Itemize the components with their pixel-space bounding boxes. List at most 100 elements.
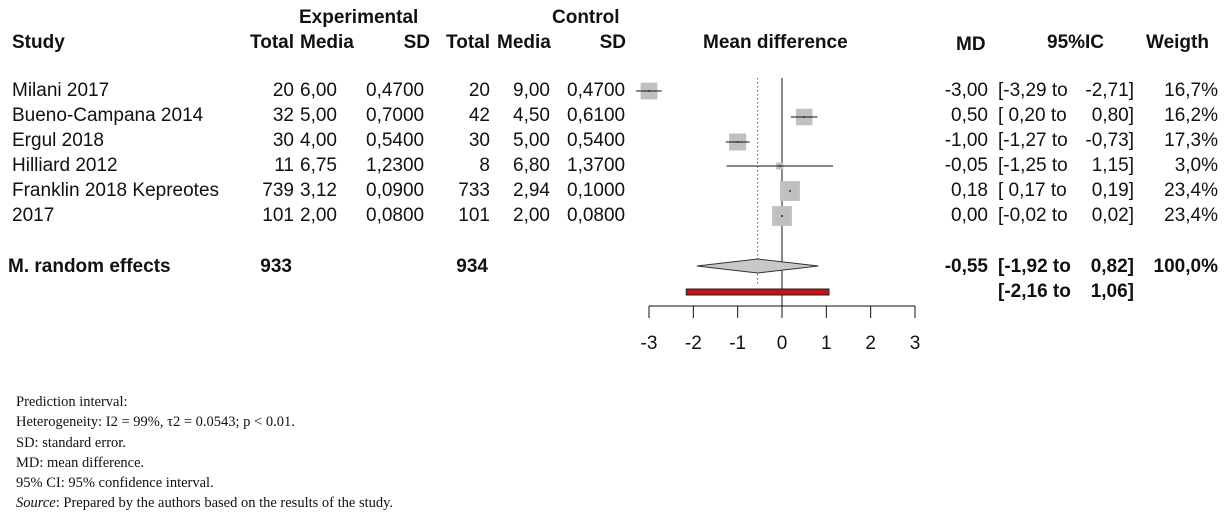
total-control-header: Total xyxy=(446,32,490,53)
x-axis-tick-label: -3 xyxy=(641,333,658,354)
media-control: 2,94 xyxy=(513,180,550,201)
ci-close: 0,02] xyxy=(1091,205,1134,226)
note-prediction-interval: Prediction interval: xyxy=(16,394,128,410)
sd-experimental: 0,0800 xyxy=(366,205,425,226)
x-axis-tick-label: 1 xyxy=(821,333,832,354)
media-experimental: 6,00 xyxy=(300,80,337,101)
source-text: : Prepared by the authors based on the r… xyxy=(55,495,394,512)
media-control: 2,00 xyxy=(513,205,550,226)
note-source: Source: Prepared by the authors based on… xyxy=(16,493,393,513)
study-name: Milani 2017 xyxy=(12,80,110,101)
weight-value: 17,3% xyxy=(1164,130,1218,151)
source-label: Source xyxy=(16,495,56,512)
sd-experimental: 0,4700 xyxy=(366,80,425,101)
total-control: 30 xyxy=(468,130,490,151)
sd-control: 0,5400 xyxy=(567,130,626,151)
weight-value: 16,7% xyxy=(1164,80,1218,101)
summary-label: M. random effects xyxy=(8,256,171,277)
media-experimental-header: Media xyxy=(300,32,354,53)
study-name: 2017 xyxy=(12,205,55,226)
ci-open: [ 0,17 to xyxy=(998,180,1067,201)
md-value: -0,05 xyxy=(944,155,988,176)
media-experimental: 3,12 xyxy=(300,180,337,201)
summary-total-experimental: 933 xyxy=(260,256,292,277)
prediction-interval-close: 1,06] xyxy=(1090,281,1134,302)
ci-close: 0,19] xyxy=(1091,180,1134,201)
sd-control: 1,3700 xyxy=(567,155,626,176)
media-control-header: Media xyxy=(497,32,551,53)
sd-experimental: 0,0900 xyxy=(366,180,425,201)
ci-close: -2,71] xyxy=(1085,80,1134,101)
prediction-interval-open: [-2,16 to xyxy=(998,281,1071,302)
md-value: 0,18 xyxy=(951,180,988,201)
ci-open: [-1,25 to xyxy=(998,155,1068,176)
total-experimental: 101 xyxy=(262,205,294,226)
total-control: 42 xyxy=(468,105,490,126)
total-control: 733 xyxy=(458,180,490,201)
mean-difference-header: Mean difference xyxy=(703,32,848,53)
media-control: 6,80 xyxy=(513,155,550,176)
weight-value: 16,2% xyxy=(1164,105,1218,126)
summary-weight: 100,0% xyxy=(1153,256,1218,277)
sd-experimental: 1,2300 xyxy=(366,155,425,176)
sd-control: 0,4700 xyxy=(567,80,626,101)
total-control: 20 xyxy=(468,80,490,101)
study-column-header: Study xyxy=(12,32,65,53)
total-experimental: 11 xyxy=(274,155,294,176)
md-value: -3,00 xyxy=(944,80,988,101)
sd-control: 0,0800 xyxy=(567,205,626,226)
pooled-effect-diamond xyxy=(696,258,819,274)
control-header: Control xyxy=(552,7,620,28)
media-experimental: 4,00 xyxy=(300,130,337,151)
footnotes: Prediction interval: Heterogeneity: I2 =… xyxy=(16,392,393,514)
md-column-header: MD xyxy=(956,34,986,55)
media-experimental: 5,00 xyxy=(300,105,337,126)
x-axis-tick-label: -2 xyxy=(685,333,702,354)
media-experimental: 6,75 xyxy=(300,155,337,176)
study-name: Franklin 2018 Kepreotes xyxy=(12,180,220,201)
media-control: 5,00 xyxy=(513,130,550,151)
ci-close: 0,80] xyxy=(1091,105,1134,126)
ci-open: [-1,27 to xyxy=(998,130,1068,151)
total-experimental: 739 xyxy=(262,180,294,201)
total-experimental-header: Total xyxy=(250,32,294,53)
media-experimental: 2,00 xyxy=(300,205,337,226)
sd-experimental: 0,7000 xyxy=(366,105,425,126)
note-md: MD: mean difference. xyxy=(16,454,145,471)
sd-control-header: SD xyxy=(599,32,626,53)
ci-close: -0,73] xyxy=(1085,130,1134,151)
total-control: 8 xyxy=(479,155,490,176)
study-name: Hilliard 2012 xyxy=(12,155,118,176)
prediction-interval-bar xyxy=(685,288,830,296)
sd-control: 0,1000 xyxy=(567,180,626,201)
study-name: Ergul 2018 xyxy=(12,130,104,151)
x-axis-tick-label: 3 xyxy=(910,333,921,354)
summary-md: -0,55 xyxy=(944,256,988,277)
ci-open: [-3,29 to xyxy=(998,80,1068,101)
study-name: Bueno-Campana 2014 xyxy=(12,105,204,126)
ci-column-header: 95%IC xyxy=(1047,32,1105,53)
weight-value: 23,4% xyxy=(1164,205,1218,226)
md-value: 0,50 xyxy=(951,105,988,126)
sd-experimental: 0,5400 xyxy=(366,130,425,151)
weight-value: 3,0% xyxy=(1174,155,1218,176)
sd-experimental-header: SD xyxy=(403,32,430,53)
ci-open: [-0,02 to xyxy=(998,205,1068,226)
md-value: 0,00 xyxy=(951,205,988,226)
total-experimental: 30 xyxy=(272,130,294,151)
x-axis-tick-label: -1 xyxy=(729,333,746,354)
experimental-header: Experimental xyxy=(299,7,419,28)
ci-close: 1,15] xyxy=(1091,155,1134,176)
total-experimental: 20 xyxy=(272,80,294,101)
weight-column-header: Weigth xyxy=(1146,32,1209,53)
weight-value: 23,4% xyxy=(1164,180,1218,201)
note-ci: 95% CI: 95% confidence interval. xyxy=(16,475,214,492)
note-sd: SD: standard error. xyxy=(16,434,126,451)
forest-plot: -3 -2 -1 0 1 2 3 xyxy=(636,78,921,354)
total-control: 101 xyxy=(458,205,490,226)
summary-ci-open: [-1,92 to xyxy=(998,256,1071,277)
media-control: 4,50 xyxy=(513,105,550,126)
summary-ci-close: 0,82] xyxy=(1090,256,1134,277)
note-heterogeneity: Heterogeneity: I2 = 99%, τ2 = 0.0543; p … xyxy=(16,414,295,431)
media-control: 9,00 xyxy=(513,80,550,101)
